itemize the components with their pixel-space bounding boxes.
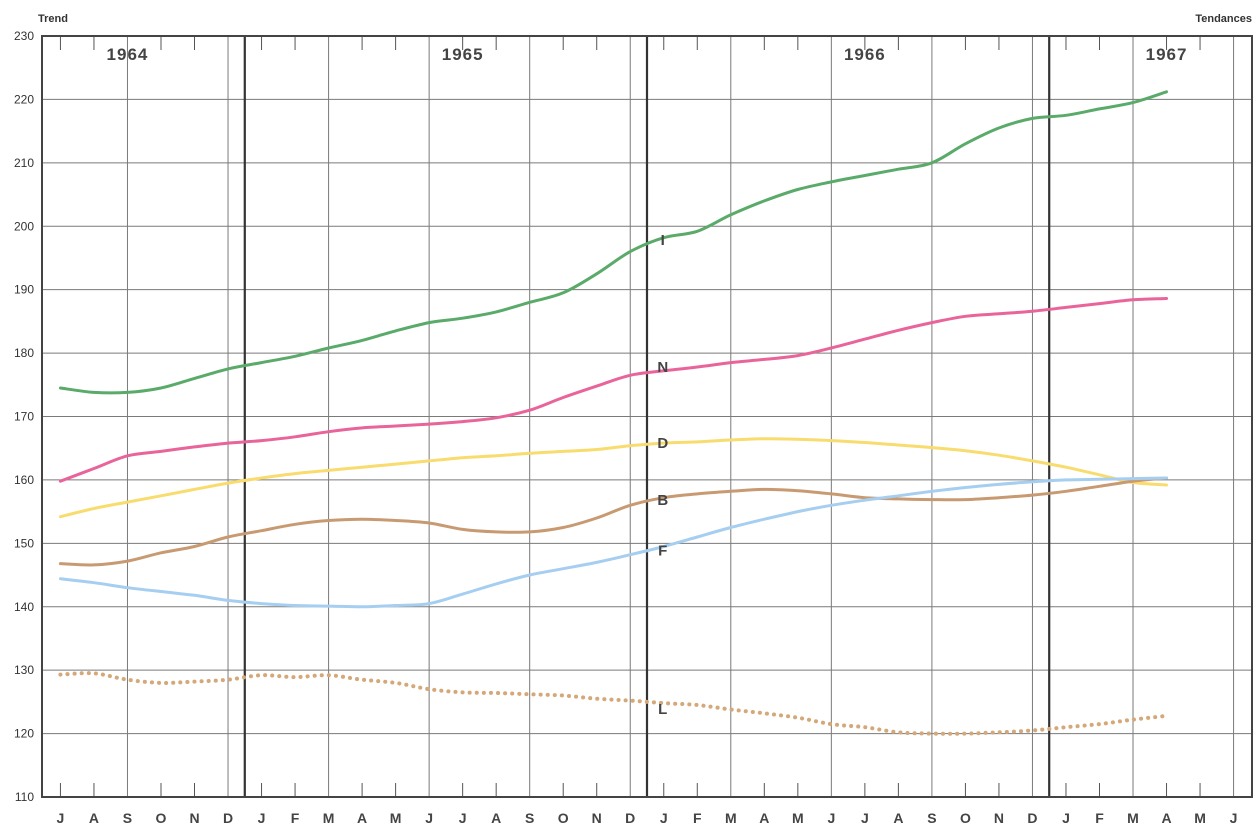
x-month-label: N — [189, 810, 199, 826]
x-month-label: A — [89, 810, 99, 826]
y-tick-label: 210 — [14, 156, 34, 170]
x-month-label: F — [291, 810, 300, 826]
y-tick-label: 230 — [14, 29, 34, 43]
x-month-label: D — [625, 810, 635, 826]
y-tick-label: 190 — [14, 283, 34, 297]
series-line-N — [58, 297, 1168, 483]
x-month-label: M — [1194, 810, 1206, 826]
x-month-label: N — [592, 810, 602, 826]
x-month-label: S — [525, 810, 534, 826]
x-month-label: J — [459, 810, 467, 826]
x-month-label: O — [960, 810, 971, 826]
x-month-label: M — [725, 810, 737, 826]
x-month-label: F — [693, 810, 702, 826]
left-axis-caption: Trend — [38, 13, 68, 25]
x-month-label: N — [994, 810, 1004, 826]
x-month-label: J — [425, 810, 433, 826]
series-label-N: N — [657, 359, 668, 376]
x-month-label: J — [861, 810, 869, 826]
series-label-B: B — [657, 492, 668, 509]
year-labels: 1964 1965 1966 1967 — [107, 45, 1188, 64]
series-line-I — [58, 90, 1168, 395]
series-line-F — [58, 476, 1168, 609]
series-line-L — [58, 671, 1169, 736]
y-tick-label: 170 — [14, 410, 34, 424]
x-month-label: O — [558, 810, 569, 826]
x-month-label: M — [323, 810, 335, 826]
series-label-D: D — [657, 435, 668, 452]
y-axis-ticks: 110 120 130 140 150 160 170 180 190 200 210 220 230 — [14, 29, 34, 804]
x-month-label: J — [827, 810, 835, 826]
x-month-label: O — [156, 810, 167, 826]
x-month-label: D — [223, 810, 233, 826]
series-label-I: I — [661, 232, 665, 249]
y-tick-label: 200 — [14, 219, 34, 233]
year-label: 1967 — [1146, 45, 1188, 64]
x-month-label: A — [1161, 810, 1171, 826]
series-label-F: F — [658, 543, 667, 560]
year-label: 1964 — [107, 45, 149, 64]
y-tick-label: 180 — [14, 346, 34, 360]
y-tick-label: 150 — [14, 536, 34, 550]
x-month-label: M — [390, 810, 402, 826]
x-month-label: A — [357, 810, 367, 826]
series-lines — [58, 90, 1169, 736]
x-month-label: J — [660, 810, 668, 826]
x-month-label: J — [1230, 810, 1238, 826]
x-month-label: S — [123, 810, 132, 826]
x-month-label: M — [1127, 810, 1139, 826]
year-label: 1966 — [844, 45, 886, 64]
y-tick-label: 160 — [14, 473, 34, 487]
right-axis-caption: Tendances — [1195, 13, 1252, 25]
x-month-label: J — [57, 810, 65, 826]
x-month-label: F — [1095, 810, 1104, 826]
year-label: 1965 — [442, 45, 484, 64]
x-month-label: J — [258, 810, 266, 826]
y-tick-label: 220 — [14, 92, 34, 106]
x-month-label: D — [1027, 810, 1037, 826]
series-line-B — [58, 476, 1168, 567]
series-line-D — [58, 437, 1168, 519]
y-tick-label: 140 — [14, 600, 34, 614]
y-tick-label: 130 — [14, 663, 34, 677]
series-labels: I N D B F L — [657, 232, 668, 718]
series-label-L: L — [658, 701, 667, 718]
y-tick-label: 110 — [15, 790, 34, 804]
x-month-label: A — [893, 810, 903, 826]
x-month-label: A — [491, 810, 501, 826]
x-month-label: M — [792, 810, 804, 826]
plot-frame — [41, 35, 1253, 798]
x-month-label: J — [1062, 810, 1070, 826]
y-tick-label: 120 — [14, 727, 34, 741]
x-month-label: S — [927, 810, 936, 826]
x-month-label: A — [759, 810, 769, 826]
year-dividers — [243, 36, 1051, 797]
